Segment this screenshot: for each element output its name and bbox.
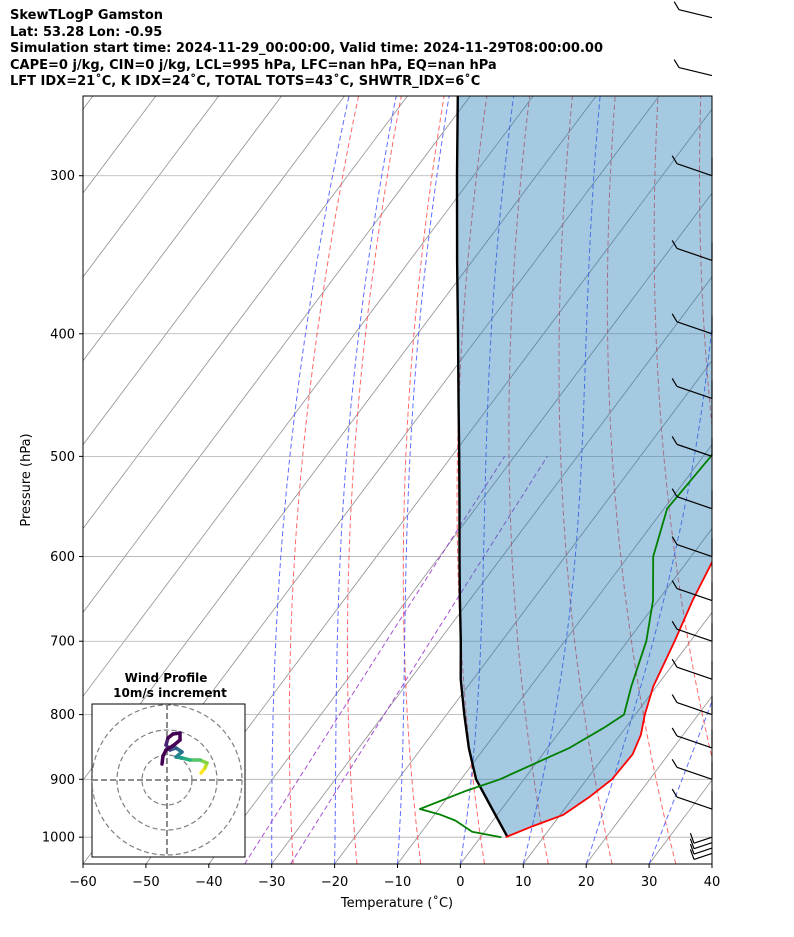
y-tick-label: 900	[50, 773, 75, 788]
moist-adiabat-line	[522, 96, 601, 864]
isotherm-line	[208, 192, 712, 864]
y-axis-label: Pressure (hPa)	[19, 433, 34, 526]
wind-barb	[689, 843, 713, 855]
x-tick-label: 0	[456, 875, 464, 890]
dry-adiabat-line	[288, 96, 360, 864]
dry-adiabat-line	[508, 96, 549, 864]
wind-barb	[671, 658, 713, 680]
wind-barb	[671, 580, 713, 602]
wind-barb	[671, 788, 713, 810]
wind-barb	[671, 313, 713, 335]
dry-adiabat-line	[558, 96, 613, 864]
dry-adiabat-line	[786, 0, 794, 864]
dewpoint-line	[419, 453, 712, 839]
y-tick-label: 300	[50, 169, 75, 184]
temperature-line	[505, 560, 712, 839]
wind-barb	[671, 488, 713, 510]
x-tick-label: −60	[69, 875, 96, 890]
dry-adiabat-line	[744, 0, 794, 864]
wind-barb	[673, 1, 713, 19]
parcel-profile-line	[455, 96, 509, 838]
x-axis-label: Temperature (˚C)	[340, 895, 453, 911]
dry-adiabat-line	[698, 96, 712, 431]
chart-header: SkewTLogP Gamston Lat: 53.28 Lon: -0.95 …	[10, 8, 603, 91]
dry-adiabat-line	[456, 96, 488, 864]
x-tick-label: −30	[258, 875, 285, 890]
isotherm-line	[271, 276, 712, 864]
isotherm-line	[460, 527, 712, 864]
dry-adiabat-line	[402, 96, 445, 864]
wind-barb	[671, 759, 713, 780]
moist-adiabat-line	[711, 862, 712, 864]
isotherm-line	[83, 96, 471, 614]
mixing-ratio-line	[290, 456, 548, 864]
location-line: Lat: 53.28 Lon: -0.95	[10, 24, 163, 40]
indices-line-1: CAPE=0 j/kg, CIN=0 j/kg, LCL=995 hPa, LF…	[10, 57, 497, 73]
y-tick-label: 700	[50, 635, 75, 650]
moist-adiabat-line	[271, 96, 350, 864]
dry-adiabat-line	[346, 96, 402, 864]
indices-line-2: LFT IDX=21˚C, K IDX=24˚C, TOTAL TOTS=43˚…	[10, 74, 481, 89]
x-tick-label: −20	[321, 875, 348, 890]
dry-adiabat-line	[653, 96, 712, 760]
wind-barb	[671, 694, 713, 716]
cin-shaded-area	[457, 96, 712, 838]
isotherm-line	[83, 96, 408, 530]
isotherm-line	[334, 360, 712, 864]
mixing-ratio-line	[244, 456, 506, 864]
dry-adiabat-line	[606, 96, 677, 864]
moist-adiabat-line	[334, 96, 397, 864]
wind-barb	[671, 378, 713, 400]
isotherm-line	[83, 96, 597, 781]
time-line: Simulation start time: 2024-11-29_00:00:…	[10, 41, 603, 56]
x-tick-label: −50	[132, 875, 159, 890]
isotherm-line	[522, 611, 712, 864]
wind-barb	[671, 240, 713, 261]
isotherm-line	[83, 96, 345, 446]
x-tick-label: −40	[195, 875, 222, 890]
wind-barb	[671, 727, 713, 749]
isotherm-line	[145, 108, 712, 864]
isotherm-line	[775, 0, 794, 864]
moist-adiabat-line	[397, 96, 450, 864]
isotherm-line	[83, 96, 220, 278]
moist-adiabat-line	[775, 0, 794, 864]
wind-barb	[689, 832, 713, 844]
moist-adiabat-line	[459, 96, 515, 864]
chart-title: SkewTLogP Gamston	[10, 8, 164, 23]
wind-barb	[689, 838, 713, 850]
x-tick-label: 20	[578, 875, 595, 890]
moist-adiabat-line	[648, 700, 712, 864]
hodograph-segment	[160, 754, 165, 766]
wind-barb	[671, 436, 713, 457]
wind-barb	[689, 849, 713, 861]
hodograph-ring	[116, 729, 218, 831]
y-tick-label: 800	[50, 708, 75, 723]
isotherm-line	[711, 863, 712, 864]
isotherm-line	[397, 443, 712, 864]
inset-subtitle: 10m/s increment	[113, 686, 227, 700]
isotherm-line	[83, 96, 283, 362]
wind-barb	[673, 59, 713, 77]
y-tick-label: 500	[50, 450, 75, 465]
wind-barb	[671, 155, 713, 177]
wind-barb	[671, 620, 713, 642]
y-tick-label: 600	[50, 550, 75, 565]
x-tick-label: 40	[704, 875, 721, 890]
x-tick-label: 10	[515, 875, 532, 890]
y-tick-label: 1000	[42, 831, 75, 846]
x-tick-label: 30	[641, 875, 658, 890]
isotherm-line	[83, 96, 534, 697]
wind-barb	[671, 536, 713, 558]
y-tick-label: 400	[50, 327, 75, 342]
isotherm-line	[83, 96, 660, 864]
x-tick-label: −10	[384, 875, 411, 890]
inset-title: Wind Profile	[125, 671, 208, 685]
